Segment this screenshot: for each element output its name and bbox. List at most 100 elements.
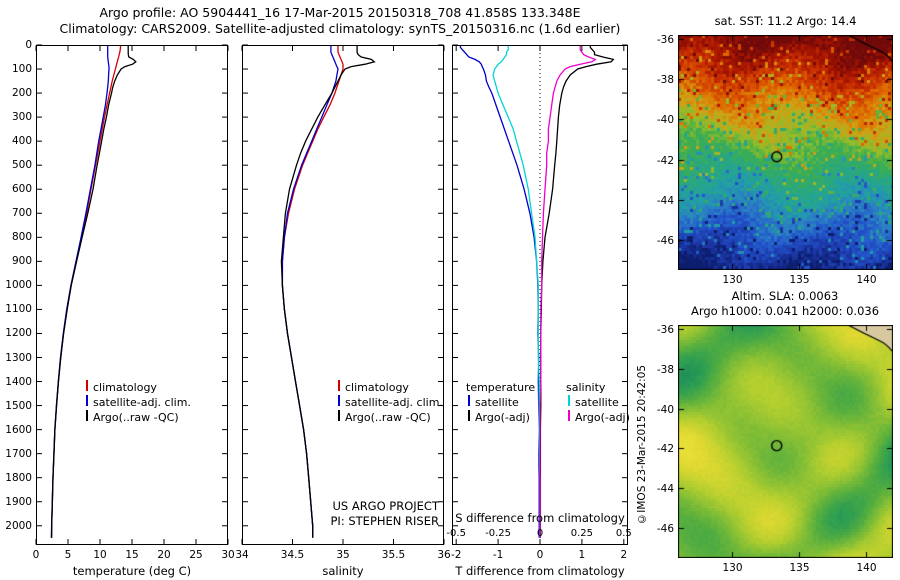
legend-marker [86, 380, 88, 391]
depth-tick-label: 300 [11, 111, 32, 124]
sla-map-title-line1: Altim. SLA: 0.0063 [731, 289, 839, 303]
map-y-tick-label: -46 [656, 234, 674, 247]
salinity-axis-label: salinity [322, 564, 364, 578]
legend-label: satellite [475, 396, 519, 409]
map-x-tick-label: 135 [789, 562, 810, 574]
map-x-tick-label: 130 [722, 274, 743, 286]
map-y-tick-label: -44 [656, 482, 674, 495]
depth-tick-label: 800 [11, 231, 32, 244]
x-tick-label: 30 [221, 549, 235, 561]
map-y-tick-label: -42 [656, 154, 674, 167]
project-note-line1: US ARGO PROJECT [332, 499, 439, 513]
x-tick-label: 20 [157, 549, 171, 561]
figure-title-line1: Argo profile: AO 5904441_16 17-Mar-2015 … [99, 5, 581, 20]
x-tick-label: 35.5 [381, 549, 406, 561]
project-note-line2: PI: STEPHEN RISER [330, 514, 440, 528]
depth-tick-label: 1700 [5, 447, 32, 460]
x-tick-label: 34 [235, 549, 249, 561]
map-y-tick-label: -38 [656, 73, 674, 86]
map-y-tick-label: -46 [656, 522, 674, 535]
map-x-tick-label: 135 [789, 274, 810, 286]
sla-map-title-line2: Argo h1000: 0.041 h2000: 0.036 [690, 304, 880, 318]
s-tick-label: 0.5 [615, 528, 632, 539]
depth-tick-label: 200 [11, 87, 32, 100]
depth-tick-label: 1800 [5, 471, 32, 484]
legend-marker [338, 395, 340, 406]
legend-marker [86, 395, 88, 406]
salinity-profile-panel [241, 44, 445, 545]
depth-tick-label: 400 [11, 135, 32, 148]
tdiff-axis-label: T difference from climatology [455, 564, 625, 578]
figure-title-line2: Climatology: CARS2009. Satellite-adjuste… [59, 21, 621, 36]
depth-tick-label: 700 [11, 207, 32, 220]
legend-marker [338, 380, 340, 391]
legend-label: Argo(-adj) [575, 411, 630, 424]
map-x-tick-label: 130 [722, 562, 743, 574]
depth-tick-label: 500 [11, 159, 32, 172]
difference-profile-panel [452, 44, 628, 545]
depth-tick-label: 1000 [5, 279, 32, 292]
temperature-axis-label: temperature (deg C) [72, 564, 192, 578]
depth-tick-label: 1300 [5, 351, 32, 364]
map-y-tick-label: -44 [656, 194, 674, 207]
x-tick-label: -2 [450, 549, 462, 561]
legend-label: Argo(..raw -QC) [345, 411, 431, 424]
x-tick-label: 2 [620, 549, 628, 561]
legend-marker [468, 395, 470, 406]
depth-tick-label: 1400 [5, 375, 32, 388]
depth-tick-label: 1500 [5, 399, 32, 412]
x-tick-label: 1 [578, 549, 586, 561]
legend-marker [86, 410, 88, 421]
map-y-tick-label: -42 [656, 442, 674, 455]
x-tick-label: 10 [93, 549, 107, 561]
x-tick-label: 35 [336, 549, 350, 561]
legend-label: climatology [93, 381, 157, 394]
map-y-tick-label: -36 [656, 323, 674, 336]
sst-map [678, 35, 893, 270]
map-x-tick-label: 140 [856, 274, 877, 286]
legend-marker [568, 395, 570, 406]
depth-tick-label: 1900 [5, 495, 32, 508]
legend-group-header: salinity [566, 381, 606, 394]
depth-tick-label: 1600 [5, 423, 32, 436]
legend-label: satellite-adj. clim. [345, 396, 443, 409]
legend-label: satellite-adj. clim. [93, 396, 191, 409]
x-tick-label: 34.5 [280, 549, 305, 561]
legend-marker [338, 410, 340, 421]
legend-marker [568, 410, 570, 421]
s-tick-label: 0 [536, 528, 544, 539]
s-tick-label: -0.25 [485, 528, 512, 539]
legend-label: Argo(..raw -QC) [93, 411, 179, 424]
map-x-tick-label: 140 [856, 562, 877, 574]
legend-label: climatology [345, 381, 409, 394]
x-tick-label: 15 [125, 549, 139, 561]
depth-tick-label: 0 [25, 39, 32, 51]
x-tick-label: 25 [189, 549, 203, 561]
map-y-tick-label: -40 [656, 113, 674, 126]
legend-label: satellite [575, 396, 619, 409]
s-tick-label: -0.5 [446, 528, 466, 539]
sst-map-title: sat. SST: 11.2 Argo: 14.4 [714, 14, 857, 28]
legend-label: Argo(-adj) [475, 411, 530, 424]
depth-tick-label: 2000 [5, 519, 32, 532]
x-tick-label: -1 [492, 549, 504, 561]
x-tick-label: 0 [536, 549, 544, 561]
map-y-tick-label: -38 [656, 363, 674, 376]
sdiff-axis-label: S difference from climatology [455, 511, 625, 525]
x-tick-label: 5 [64, 549, 72, 561]
depth-tick-label: 100 [11, 63, 32, 76]
legend-marker [468, 410, 470, 421]
depth-tick-label: 900 [11, 255, 32, 268]
depth-tick-label: 1200 [5, 327, 32, 340]
sla-map [678, 325, 893, 558]
depth-tick-label: 1100 [5, 303, 32, 316]
x-tick-label: 0 [32, 549, 40, 561]
s-tick-label: 0.25 [570, 528, 594, 539]
legend-group-header: temperature [466, 381, 536, 394]
map-y-tick-label: -36 [656, 33, 674, 46]
map-y-tick-label: -40 [656, 403, 674, 416]
temperature-profile-panel [35, 44, 229, 545]
x-tick-label: 36 [437, 549, 451, 561]
